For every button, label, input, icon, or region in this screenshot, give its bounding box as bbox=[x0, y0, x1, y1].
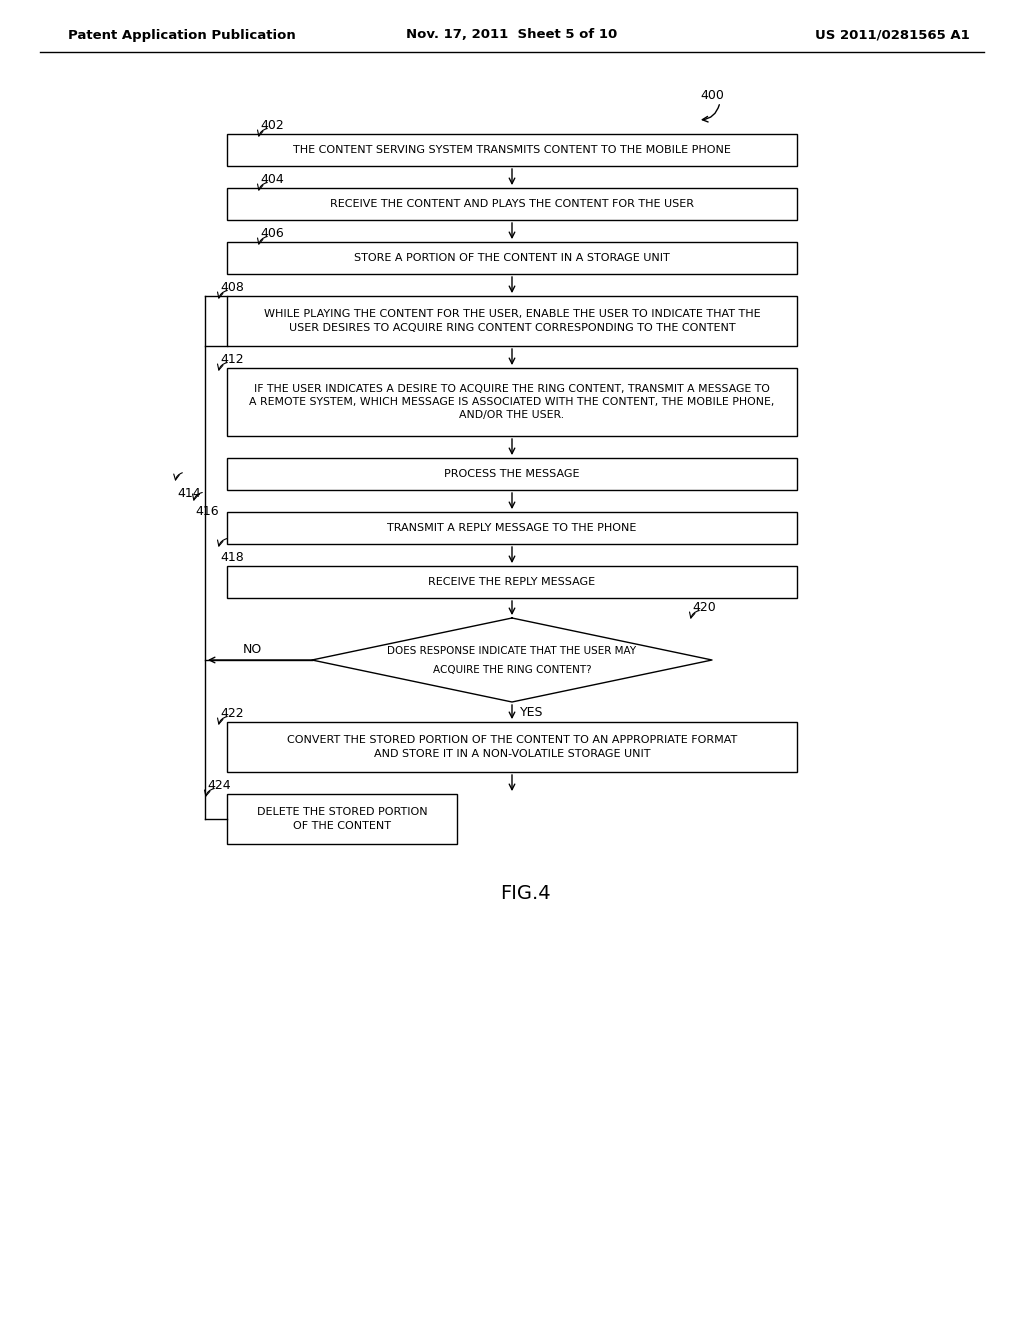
Text: RECEIVE THE REPLY MESSAGE: RECEIVE THE REPLY MESSAGE bbox=[428, 577, 596, 587]
Text: WHILE PLAYING THE CONTENT FOR THE USER, ENABLE THE USER TO INDICATE THAT THE
USE: WHILE PLAYING THE CONTENT FOR THE USER, … bbox=[264, 309, 760, 333]
Text: 420: 420 bbox=[692, 601, 716, 614]
Text: RECEIVE THE CONTENT AND PLAYS THE CONTENT FOR THE USER: RECEIVE THE CONTENT AND PLAYS THE CONTEN… bbox=[330, 199, 694, 209]
Text: 416: 416 bbox=[195, 506, 219, 517]
Polygon shape bbox=[312, 618, 712, 702]
Text: TRANSMIT A REPLY MESSAGE TO THE PHONE: TRANSMIT A REPLY MESSAGE TO THE PHONE bbox=[387, 523, 637, 533]
Bar bbox=[227, 187, 797, 220]
Bar bbox=[227, 135, 797, 166]
Bar bbox=[227, 566, 797, 598]
Text: THE CONTENT SERVING SYSTEM TRANSMITS CONTENT TO THE MOBILE PHONE: THE CONTENT SERVING SYSTEM TRANSMITS CON… bbox=[293, 145, 731, 154]
Text: FIG.4: FIG.4 bbox=[500, 884, 551, 903]
Text: CONVERT THE STORED PORTION OF THE CONTENT TO AN APPROPRIATE FORMAT
AND STORE IT : CONVERT THE STORED PORTION OF THE CONTEN… bbox=[287, 735, 737, 759]
Text: 408: 408 bbox=[220, 281, 244, 294]
Text: 418: 418 bbox=[220, 550, 244, 564]
Bar bbox=[227, 296, 797, 346]
Text: 412: 412 bbox=[220, 352, 244, 366]
Bar bbox=[227, 512, 797, 544]
Text: 400: 400 bbox=[700, 88, 724, 102]
Text: YES: YES bbox=[520, 706, 544, 719]
Bar bbox=[227, 722, 797, 772]
Text: 406: 406 bbox=[260, 227, 284, 240]
Text: Nov. 17, 2011  Sheet 5 of 10: Nov. 17, 2011 Sheet 5 of 10 bbox=[407, 29, 617, 41]
Text: 402: 402 bbox=[260, 119, 284, 132]
Text: 424: 424 bbox=[207, 779, 230, 792]
Bar bbox=[227, 458, 797, 490]
Text: DELETE THE STORED PORTION
OF THE CONTENT: DELETE THE STORED PORTION OF THE CONTENT bbox=[257, 808, 427, 830]
Text: Patent Application Publication: Patent Application Publication bbox=[68, 29, 296, 41]
Text: ACQUIRE THE RING CONTENT?: ACQUIRE THE RING CONTENT? bbox=[433, 665, 591, 675]
Text: US 2011/0281565 A1: US 2011/0281565 A1 bbox=[815, 29, 970, 41]
Text: PROCESS THE MESSAGE: PROCESS THE MESSAGE bbox=[444, 469, 580, 479]
Bar bbox=[227, 795, 457, 843]
Text: 422: 422 bbox=[220, 708, 244, 719]
Text: STORE A PORTION OF THE CONTENT IN A STORAGE UNIT: STORE A PORTION OF THE CONTENT IN A STOR… bbox=[354, 253, 670, 263]
Bar bbox=[227, 242, 797, 275]
Text: 414: 414 bbox=[177, 487, 201, 500]
Text: 404: 404 bbox=[260, 173, 284, 186]
Text: NO: NO bbox=[243, 643, 262, 656]
Text: IF THE USER INDICATES A DESIRE TO ACQUIRE THE RING CONTENT, TRANSMIT A MESSAGE T: IF THE USER INDICATES A DESIRE TO ACQUIR… bbox=[249, 384, 775, 420]
Text: DOES RESPONSE INDICATE THAT THE USER MAY: DOES RESPONSE INDICATE THAT THE USER MAY bbox=[387, 645, 637, 656]
Bar bbox=[227, 368, 797, 436]
